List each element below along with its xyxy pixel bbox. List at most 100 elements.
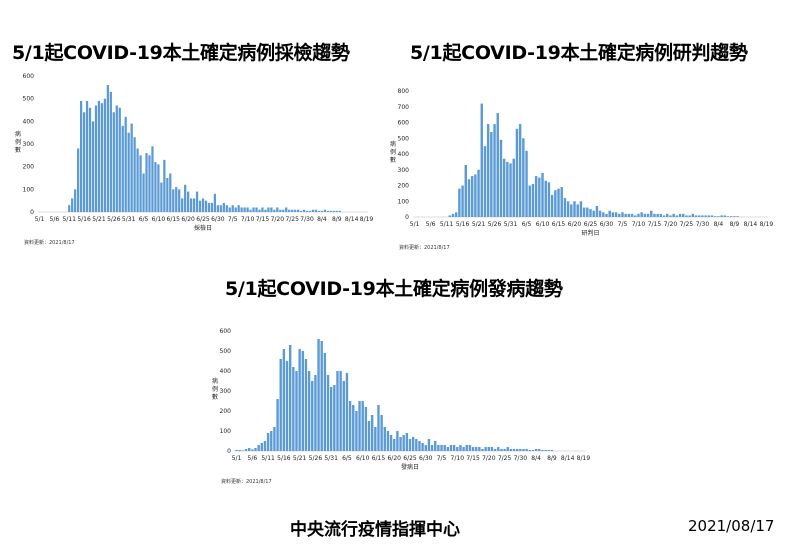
bar xyxy=(424,445,427,451)
bar xyxy=(270,431,273,451)
bar xyxy=(109,91,112,212)
bar xyxy=(207,202,211,212)
bar xyxy=(279,359,282,451)
x-tick-label: 6/30 xyxy=(419,455,433,462)
y-axis-label: 數 xyxy=(390,156,396,164)
x-tick-label: 8/14 xyxy=(744,221,758,228)
bar xyxy=(355,411,358,451)
bar xyxy=(291,209,294,212)
bar xyxy=(522,449,525,451)
bar xyxy=(298,349,301,451)
x-tick-label: 7/20 xyxy=(664,221,678,228)
bar xyxy=(477,169,480,217)
bar xyxy=(361,401,364,451)
chart-sampling: 0 100 200 300 400 500 600 5/1 5/6 5/11 5/16 5/21 5/2… xyxy=(10,70,380,250)
bar xyxy=(204,200,208,212)
bar xyxy=(678,213,682,217)
x-tick-label: 5/6 xyxy=(426,221,436,228)
bar xyxy=(611,212,615,217)
bar xyxy=(225,205,228,212)
bar xyxy=(522,138,525,217)
bar xyxy=(506,161,509,217)
bar xyxy=(499,139,503,217)
bar xyxy=(187,191,190,212)
bar xyxy=(449,445,453,451)
bar xyxy=(88,107,92,212)
bar xyxy=(579,201,583,217)
y-tick-label: 800 xyxy=(398,88,410,95)
x-tick-label: 7/25 xyxy=(285,216,299,223)
x-tick-label: 5/26 xyxy=(488,221,502,228)
bar xyxy=(261,207,264,212)
bar xyxy=(308,210,312,212)
y-axis-label: 病 xyxy=(15,130,21,138)
bar xyxy=(380,415,383,451)
bar xyxy=(294,209,297,212)
bar xyxy=(314,209,318,212)
x-tick-label: 5/11 xyxy=(62,216,76,223)
bar xyxy=(490,131,493,217)
x-tick-label: 5/21 xyxy=(293,455,307,462)
update-note: 資料更新：2021/8/17 xyxy=(221,478,272,485)
bar xyxy=(452,445,456,451)
bar xyxy=(714,216,717,217)
bar xyxy=(127,132,130,212)
bar xyxy=(235,450,238,451)
x-tick-label: 7/20 xyxy=(271,216,285,223)
bar xyxy=(77,148,80,212)
bar xyxy=(675,215,679,217)
bar xyxy=(151,146,154,212)
bar xyxy=(118,107,121,212)
bar xyxy=(317,210,321,212)
x-tick-label: 5/26 xyxy=(107,216,121,223)
bar xyxy=(329,387,333,451)
bar xyxy=(602,212,605,217)
y-tick-label: 600 xyxy=(220,328,232,335)
bar xyxy=(241,450,245,451)
bar xyxy=(544,450,547,451)
bar xyxy=(698,215,701,217)
y-tick-label: 300 xyxy=(220,388,232,395)
x-tick-label: 6/10 xyxy=(152,216,166,223)
bar xyxy=(216,205,219,212)
bar xyxy=(493,449,497,451)
x-tick-label: 6/15 xyxy=(167,216,181,223)
bar xyxy=(459,445,462,451)
bar xyxy=(461,185,464,217)
bar xyxy=(550,194,554,217)
y-axis-label: 數 xyxy=(212,393,218,401)
bar xyxy=(130,123,133,212)
x-tick-label: 5/31 xyxy=(122,216,136,223)
x-tick-label: 6/20 xyxy=(568,221,582,228)
x-tick-label: 8/4 xyxy=(317,216,327,223)
bar xyxy=(483,146,487,217)
bar xyxy=(320,210,324,212)
bar xyxy=(254,448,257,451)
y-tick-label: 100 xyxy=(220,428,232,435)
bar xyxy=(97,100,101,212)
x-tick-label: 5/21 xyxy=(92,216,106,223)
bar xyxy=(364,407,368,451)
bar xyxy=(512,449,516,451)
chart-confirmation: 0 100 200 300 400 500 600 700 800 5/1 5/6 5/11 5/16 5… xyxy=(385,85,780,251)
bar xyxy=(184,184,187,212)
bar xyxy=(338,210,341,212)
x-tick-label: 8/19 xyxy=(360,216,374,223)
bar xyxy=(688,215,691,217)
bar xyxy=(282,209,285,212)
bar xyxy=(493,124,496,217)
bar xyxy=(474,174,477,217)
x-tick-label: 6/15 xyxy=(552,221,566,228)
chart-onset: 0 100 200 300 400 500 600 5/1 5/6 5/11 5/16 5/21 5/2… xyxy=(195,325,595,495)
bar xyxy=(446,447,450,451)
bar xyxy=(421,443,424,451)
bar xyxy=(139,155,142,212)
x-tick-label: 7/5 xyxy=(437,455,447,462)
bar xyxy=(237,205,240,212)
bar xyxy=(252,207,255,212)
bar xyxy=(279,209,282,212)
bar xyxy=(292,367,295,451)
bar xyxy=(653,213,656,217)
chart-title-onset: 5/1起COVID-19本土確定病例發病趨勢 xyxy=(225,278,563,300)
bar xyxy=(519,449,522,451)
